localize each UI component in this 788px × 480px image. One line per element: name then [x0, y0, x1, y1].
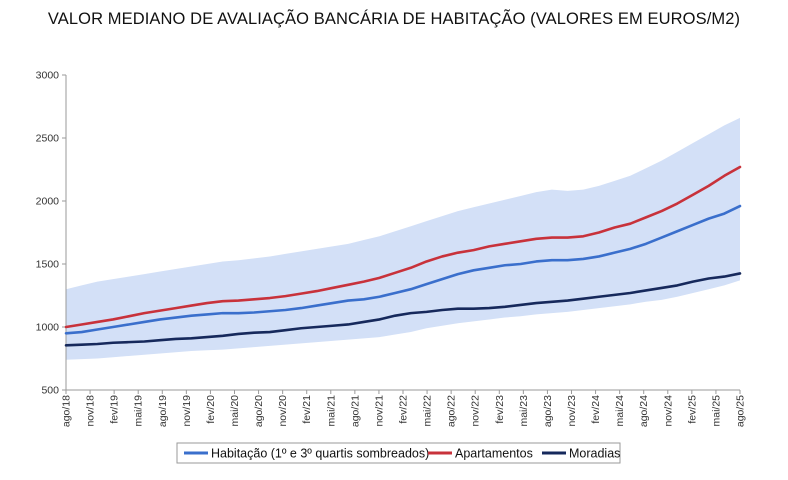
x-tick-label: ago/22 [446, 395, 458, 427]
x-tick-label: mai/20 [229, 395, 241, 427]
legend-box [176, 442, 621, 464]
quartile-band [66, 117, 740, 360]
x-tick-label: fev/23 [494, 395, 506, 424]
x-tick-label: ago/25 [735, 395, 747, 427]
y-tick-label: 3000 [36, 70, 60, 82]
x-tick-label: nov/21 [373, 395, 385, 427]
x-tick-label: nov/18 [85, 395, 97, 427]
x-tick-label: nov/19 [181, 395, 193, 427]
series-line-2 [64, 165, 742, 329]
x-tick-label: nov/20 [277, 395, 289, 427]
y-tick-label: 2500 [36, 133, 60, 145]
x-tick-label: nov/23 [566, 395, 578, 427]
x-tick-label: mai/23 [518, 395, 530, 427]
x-tick-label: fev/22 [398, 395, 410, 424]
x-tick-label: mai/24 [614, 395, 626, 427]
legend-label-3: Moradias [569, 447, 620, 461]
x-tick-label: mai/21 [325, 395, 337, 427]
y-tick-label: 500 [41, 385, 59, 397]
y-tick-label: 2000 [36, 196, 60, 208]
x-tick-label: fev/20 [205, 395, 217, 424]
legend-label-1: Habitação (1º e 3º quartis sombreados) [211, 447, 429, 461]
y-tick-label: 1000 [36, 322, 60, 334]
x-tick-label: ago/23 [542, 395, 554, 427]
x-tick-label: ago/24 [638, 395, 650, 427]
x-tick-label: nov/22 [470, 395, 482, 427]
x-tick-label: fev/19 [109, 395, 121, 424]
legend-label-2: Apartamentos [455, 447, 533, 461]
series-line-3 [64, 272, 742, 347]
x-tick-label: mai/25 [710, 395, 722, 427]
chart-title: VALOR MEDIANO DE AVALIAÇÃO BANCÁRIA DE H… [47, 10, 741, 28]
x-tick-label: ago/21 [349, 395, 361, 427]
x-tick-label: mai/19 [133, 395, 145, 427]
series-line-1 [64, 204, 742, 335]
x-tick-label: fev/25 [686, 395, 698, 424]
x-tick-label: ago/19 [157, 395, 169, 427]
x-tick-label: fev/21 [301, 395, 313, 424]
x-tick-label: ago/20 [253, 395, 265, 427]
x-tick-label: mai/22 [422, 395, 434, 427]
x-tick-label: nov/24 [662, 395, 674, 427]
x-tick-label: ago/18 [61, 395, 73, 427]
x-tick-label: fev/24 [590, 395, 602, 424]
y-tick-label: 1500 [36, 259, 60, 271]
